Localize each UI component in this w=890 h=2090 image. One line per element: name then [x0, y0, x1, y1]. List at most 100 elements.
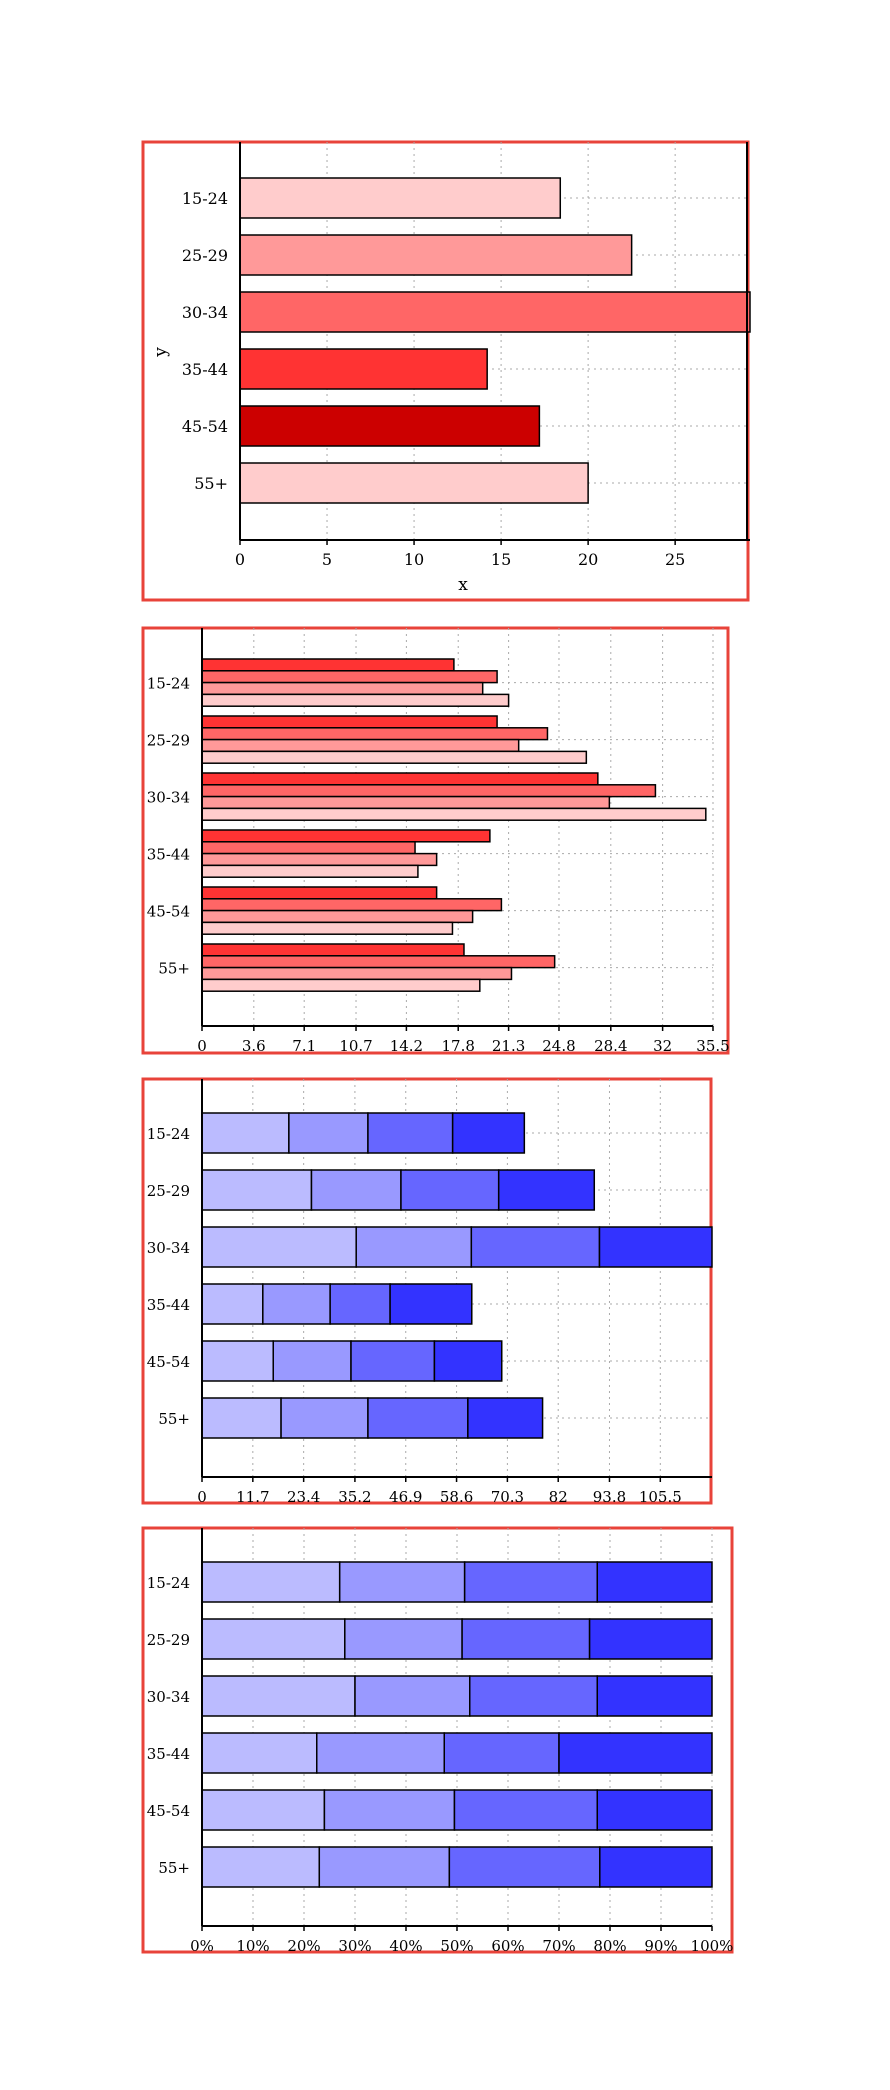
x-tick-label: 32	[653, 1037, 672, 1055]
x-tick-label: 20%	[287, 1937, 320, 1955]
bar-segment	[350, 1340, 436, 1382]
bar-segment	[262, 1283, 331, 1325]
category-label: 15-24	[147, 1574, 190, 1592]
bar-segment	[288, 1112, 369, 1154]
bar	[201, 864, 419, 878]
bar-segment	[201, 1675, 356, 1717]
x-tick-label: 7.1	[292, 1037, 316, 1055]
x-tick-label: 0	[197, 1488, 207, 1506]
bar-segment	[389, 1283, 473, 1325]
bar-segment	[201, 1169, 313, 1211]
bar	[201, 693, 510, 707]
x-axis-label: x	[458, 575, 468, 595]
bar-segment	[558, 1732, 713, 1774]
x-tick-label: 40%	[389, 1937, 422, 1955]
bar-segment	[367, 1112, 454, 1154]
percent-stacked-bar-chart: 15-24 25-29 30-34 35-44 45-54 55+ 0% 10% 20% 30% 4…	[141, 1526, 734, 1955]
chart-frame	[141, 1077, 713, 1505]
bar-segment	[448, 1846, 601, 1888]
category-label: 35-44	[147, 846, 190, 864]
category-label: 15-24	[147, 1125, 190, 1143]
x-tick-label: 10%	[236, 1937, 269, 1955]
bar	[201, 852, 438, 867]
x-tick-label: 14.2	[390, 1037, 423, 1055]
category-label: 15-24	[182, 189, 228, 208]
bar	[239, 462, 589, 504]
bar-segment	[201, 1789, 326, 1831]
bar-segment	[201, 1340, 274, 1382]
category-label: 55+	[158, 1410, 190, 1428]
x-tick-label: 30%	[338, 1937, 371, 1955]
category-label: 55+	[158, 1859, 190, 1877]
bar	[201, 886, 438, 900]
bar	[201, 715, 498, 729]
bar-segment	[201, 1112, 290, 1154]
bar-segment	[201, 1732, 318, 1774]
bar-segment	[201, 1846, 321, 1888]
x-tick-label: 35.2	[338, 1488, 371, 1506]
x-tick-label: 0%	[190, 1937, 214, 1955]
x-tick-label: 60%	[491, 1937, 524, 1955]
bar-segment	[310, 1169, 402, 1211]
category-label: 25-29	[147, 732, 190, 750]
category-label: 15-24	[147, 675, 190, 693]
bar-segment	[355, 1226, 473, 1268]
bar-segment	[354, 1675, 471, 1717]
category-label: 30-34	[147, 1239, 190, 1257]
bar-segment	[467, 1397, 544, 1439]
bar-segment	[280, 1397, 369, 1439]
category-label: 55+	[158, 960, 190, 978]
bar	[239, 348, 488, 390]
bar	[201, 966, 513, 981]
bar-segment	[497, 1169, 596, 1211]
x-tick-label: 105.5	[639, 1488, 682, 1506]
x-tick-label: 70.3	[491, 1488, 524, 1506]
bar-segment	[344, 1618, 463, 1660]
category-label: 45-54	[147, 903, 190, 921]
x-tick-label: 23.4	[287, 1488, 320, 1506]
x-tick-label: 20	[578, 550, 598, 569]
bar-segment	[201, 1397, 282, 1439]
x-tick-label: 24.8	[542, 1037, 575, 1055]
bar	[201, 898, 503, 912]
x-tick-label: 58.6	[440, 1488, 473, 1506]
bar	[201, 772, 599, 786]
bar	[201, 943, 465, 957]
bar-segment	[453, 1789, 599, 1831]
bar	[201, 658, 455, 672]
category-label: 25-29	[147, 1631, 190, 1649]
grouped-bar-chart: 15-24 25-29 30-34 35-44 45-54 55+ 0 3.6 7.1 10.7 1…	[141, 626, 730, 1055]
bar-segment	[367, 1397, 469, 1439]
bar-segment	[461, 1618, 591, 1660]
bar-segment	[588, 1618, 713, 1660]
x-tick-label: 10.7	[339, 1037, 372, 1055]
bar	[201, 784, 657, 798]
x-tick-label: 90%	[644, 1937, 677, 1955]
bar-segment	[201, 1283, 264, 1325]
x-tick-label: 70%	[542, 1937, 575, 1955]
bar-segment	[323, 1789, 456, 1831]
bar-segment	[318, 1846, 451, 1888]
category-label: 35-44	[182, 360, 228, 379]
x-tick-label: 50%	[440, 1937, 473, 1955]
bar-segment	[596, 1789, 713, 1831]
x-tick-label: 15	[491, 550, 511, 569]
x-tick-label: 21.3	[492, 1037, 525, 1055]
bar	[201, 795, 611, 810]
x-tick-label: 80%	[593, 1937, 626, 1955]
bar	[201, 978, 481, 992]
bar-segment	[201, 1561, 341, 1603]
bar-segment	[201, 1618, 346, 1660]
x-tick-label: 17.8	[442, 1037, 475, 1055]
category-label: 25-29	[147, 1182, 190, 1200]
x-tick-label: 11.7	[236, 1488, 269, 1506]
bar	[201, 955, 556, 969]
bar-segment	[338, 1561, 466, 1603]
bar	[201, 750, 588, 764]
y-axis-label: y	[151, 347, 171, 358]
category-label: 30-34	[182, 303, 228, 322]
bar-segment	[598, 1226, 713, 1268]
category-label: 35-44	[147, 1296, 190, 1314]
x-tick-label: 93.8	[593, 1488, 626, 1506]
bar-segment	[596, 1561, 713, 1603]
